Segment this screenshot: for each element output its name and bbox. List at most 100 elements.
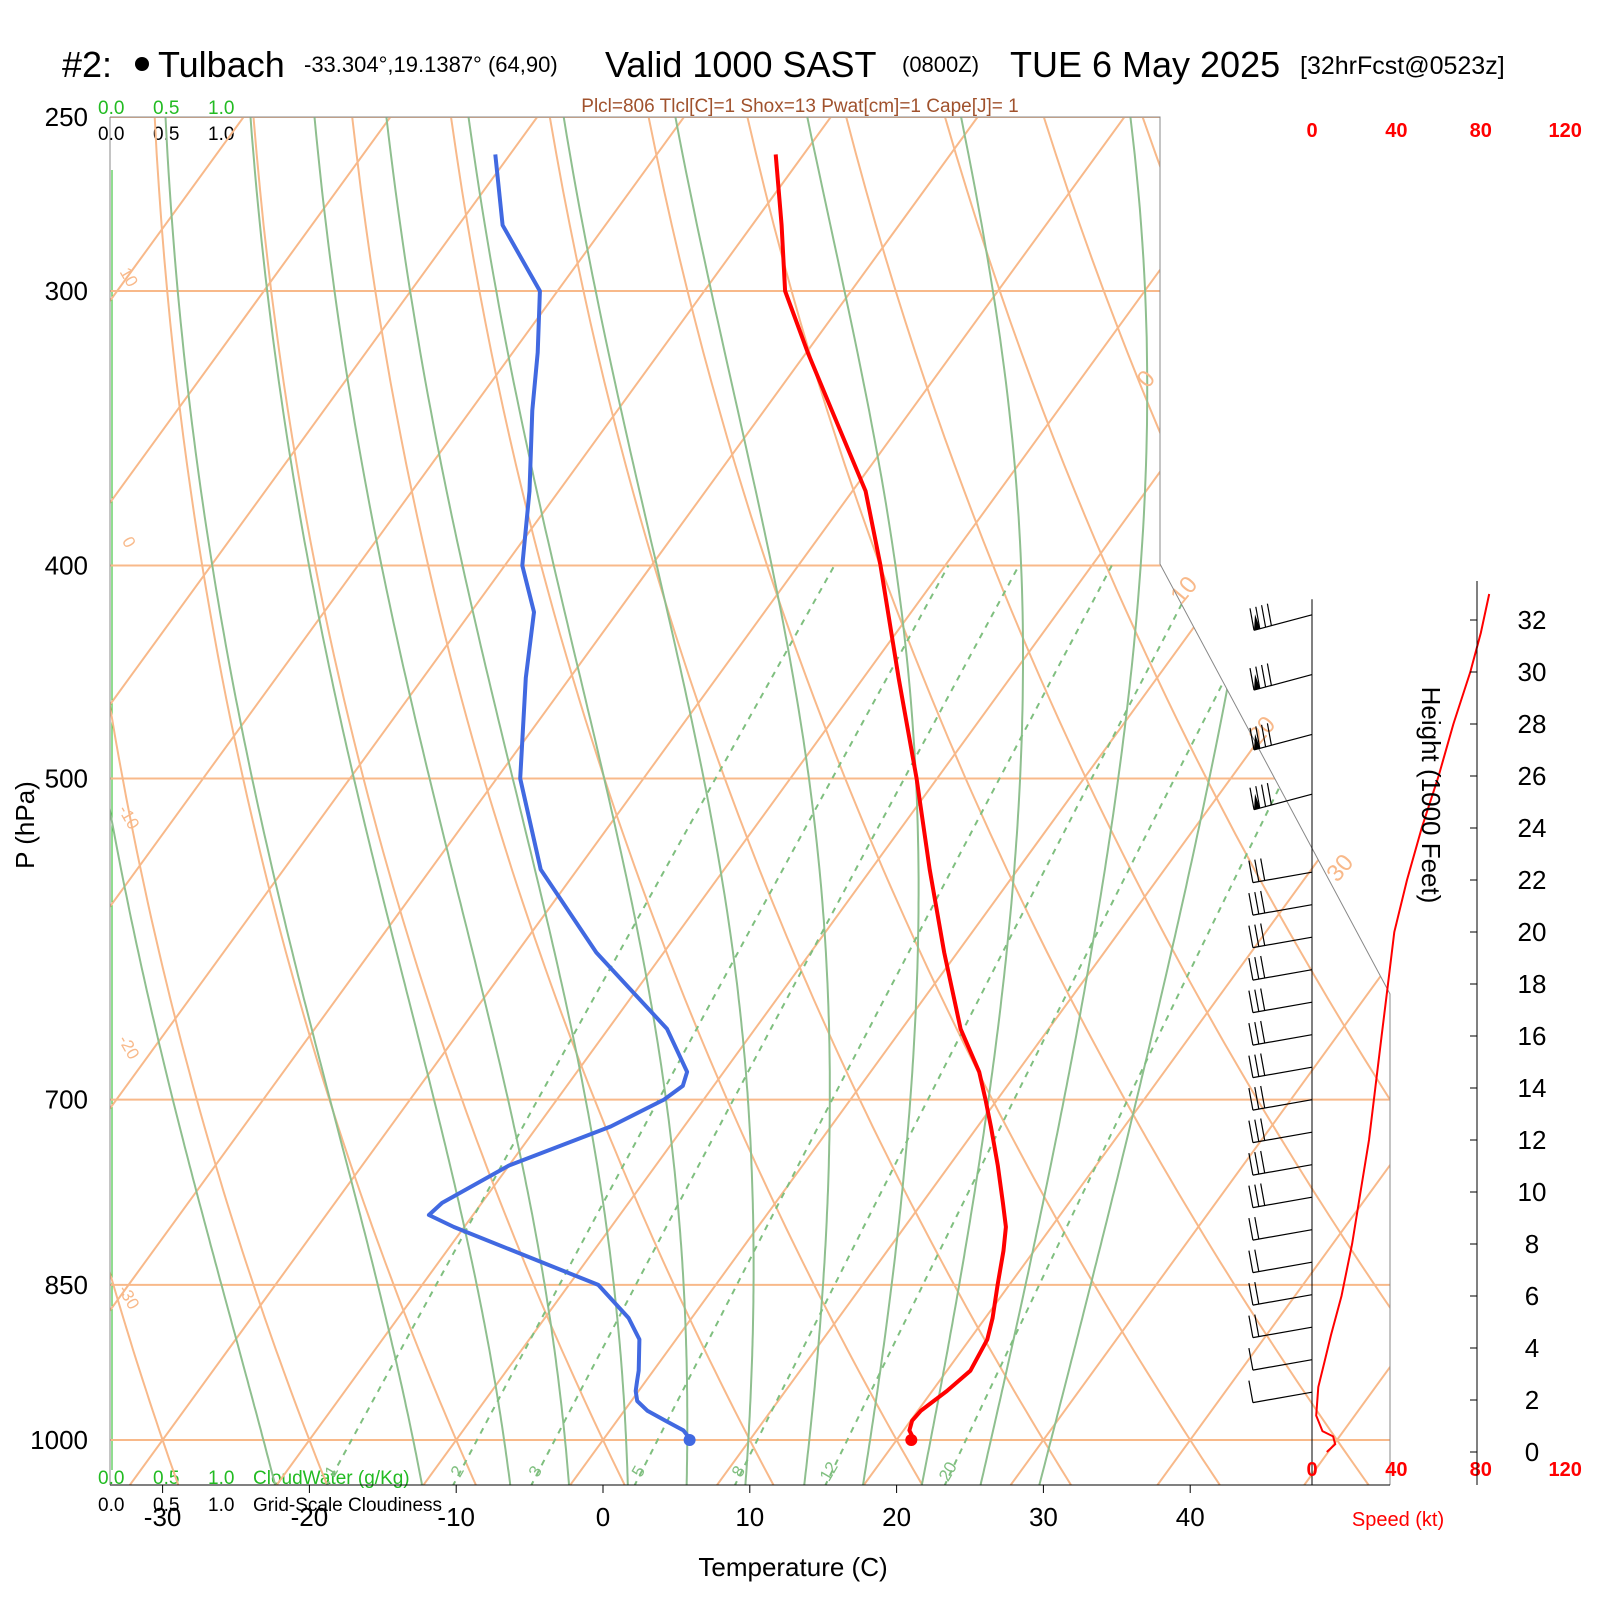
cloud-scale-top-green-2: 1.0: [208, 98, 234, 119]
height-tick-label: 30: [1518, 657, 1547, 687]
height-tick-label: 24: [1518, 813, 1547, 843]
pressure-tick-label: 300: [45, 276, 88, 306]
wind-barb-feather: [1254, 891, 1260, 915]
wind-barb-feather: [1260, 955, 1266, 979]
wind-barb-feather: [1248, 1347, 1254, 1371]
station-dot-icon: [135, 57, 149, 71]
pressure-tick-label: 400: [45, 551, 88, 581]
wind-barb-feather: [1260, 988, 1266, 1011]
temperature-axis: -30 -20 -10 0 10 20 30 40: [144, 1485, 1205, 1532]
temperature-tick-label: 30: [1029, 1502, 1058, 1532]
wind-barb-feather: [1260, 858, 1266, 881]
wind-barb-feather: [1261, 724, 1267, 747]
dry-adiabat-line: [1339, 117, 1390, 1485]
stability-indices: Plcl=806 Tlcl[C]=1 Shox=13 Pwat[cm]=1 Ca…: [581, 96, 1018, 117]
forecast-info: [32hrFcst@0523z]: [1300, 52, 1505, 80]
speed-tick-label: 80: [1470, 1459, 1492, 1481]
wind-barb-feather: [1249, 608, 1255, 631]
wind-barb-feather: [1249, 667, 1255, 691]
dry-adiabat-line: [746, 117, 1371, 1485]
y-axis-title: P (hPa): [10, 781, 40, 869]
height-tick-label: 20: [1518, 917, 1547, 947]
wind-barb: [1252, 1034, 1313, 1046]
isotherm-line: [1155, 117, 1390, 1485]
isotherm-label: 0: [118, 533, 139, 551]
temperature-tick-label: 20: [882, 1502, 911, 1532]
mixing-ratio-line: [529, 565, 1020, 1485]
mixing-ratio-line: [823, 565, 1284, 1485]
wind-barb-pennant: [1254, 674, 1260, 691]
cloud-scale-bottom-black-0: 0.0: [98, 1495, 124, 1516]
height-tick-label: 12: [1518, 1125, 1547, 1155]
speed-axis-label: Speed (kt): [1352, 1509, 1444, 1531]
wind-barb-feather: [1254, 1249, 1260, 1272]
mixing-ratio-label: 5: [628, 1463, 649, 1481]
wind-barb-feather: [1254, 1021, 1260, 1045]
wind-barb-feather: [1255, 726, 1261, 749]
wind-barb: [1253, 674, 1313, 691]
wind-barb-feather: [1248, 957, 1254, 981]
isotherm-line: [568, 117, 1390, 1485]
mixing-ratio-label: 3: [525, 1463, 546, 1481]
speed-tick-label: 80: [1470, 120, 1492, 142]
wind-barb-feather: [1248, 1055, 1254, 1078]
isotherm-line: [715, 117, 1390, 1485]
wind-barb-feather: [1248, 1315, 1254, 1338]
wind-barb: [1252, 1131, 1313, 1144]
dry-adiabat-line: [845, 117, 1390, 1485]
dry-adiabat-line: [351, 117, 776, 1485]
isotherm-line: [110, 117, 392, 1485]
dry-adiabat-line: [647, 117, 1222, 1485]
dry-adiabat-line: [153, 117, 478, 1485]
isotherm-label: -20: [114, 1032, 143, 1063]
speed-tick-label: 120: [1549, 120, 1582, 142]
wind-barb-feather: [1248, 1152, 1254, 1176]
temperature-line: [773, 154, 1008, 1441]
height-tick-label: 16: [1518, 1021, 1547, 1051]
height-tick-label: 18: [1518, 969, 1547, 999]
wind-barb-feather: [1249, 727, 1255, 751]
cloud-scale-top-green-0: 0.0: [98, 98, 124, 119]
wind-barb: [1252, 871, 1313, 884]
wind-barb: [1252, 1359, 1313, 1371]
valid-date: TUE 6 May 2025: [1010, 44, 1280, 85]
speed-tick-label: 40: [1385, 120, 1407, 142]
mixing-ratio-label: 12: [816, 1459, 842, 1485]
temperature-tick-label: 0: [596, 1502, 610, 1532]
wind-barb-feather: [1260, 1020, 1266, 1044]
cloud-scale-bottom-green-0: 0.0: [98, 1468, 124, 1489]
isotherm-line: [110, 117, 539, 1485]
dry-adiabat-line: [252, 117, 627, 1485]
pressure-axis: 250 300 400 500 700 850 1000: [30, 102, 88, 1455]
wind-barb: [1252, 1099, 1313, 1111]
wind-barb-feather: [1248, 1282, 1254, 1306]
moist-adiabat-line: [467, 117, 689, 1485]
temperature-tick-label: -20: [291, 1502, 329, 1532]
isotherm-line: [110, 117, 979, 1485]
wind-barb: [1252, 1001, 1313, 1014]
moist-adiabat-line: [110, 117, 277, 1485]
wind-barbs: [1248, 603, 1313, 1404]
wind-barb-feather: [1254, 1086, 1260, 1110]
height-tick-label: 28: [1518, 709, 1547, 739]
isotherm-line: [127, 117, 1126, 1485]
cloud-scale-bottom-green-1: 0.5: [153, 1468, 179, 1489]
dry-adiabat-line: [1538, 117, 1600, 1487]
surface-temperature-marker: [905, 1434, 918, 1446]
moist-adiabat-line: [806, 117, 920, 1485]
wind-barb: [1252, 1164, 1313, 1176]
wind-barb-feather: [1254, 1119, 1260, 1142]
isotherm-line: [110, 117, 685, 1485]
wind-barb-feather: [1261, 784, 1267, 807]
isotherm-line: [1302, 117, 1390, 1485]
station-coords: -33.304°,19.1387° (64,90): [304, 52, 558, 77]
wind-barb: [1252, 1229, 1313, 1241]
wind-barb-feather: [1248, 1022, 1254, 1046]
wind-barb: [1253, 793, 1313, 811]
temperature-tick-label: -30: [144, 1502, 182, 1532]
pressure-tick-label: 700: [45, 1085, 88, 1115]
mixing-ratio-line: [451, 565, 950, 1485]
wind-barb-feather: [1248, 1380, 1254, 1403]
wind-barb-feather: [1260, 1150, 1266, 1174]
wind-barb: [1252, 1066, 1313, 1079]
